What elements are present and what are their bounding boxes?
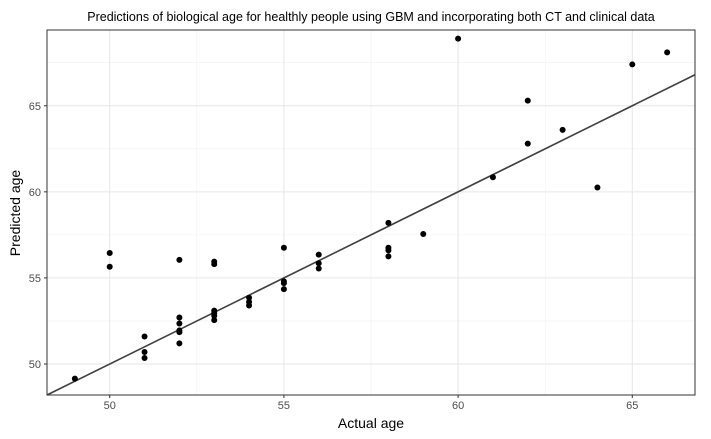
data-point [141, 348, 148, 355]
y-tick-label: 55 [29, 273, 41, 285]
data-point [106, 263, 113, 270]
data-point [559, 126, 566, 133]
data-point [315, 265, 322, 272]
x-axis-ticks: 50 55 60 65 [104, 395, 638, 412]
data-point [176, 256, 183, 263]
data-point [280, 286, 287, 293]
data-point [385, 219, 392, 226]
data-point [141, 354, 148, 361]
data-point [315, 251, 322, 258]
major-grid [47, 30, 695, 395]
chart-title: Predictions of biological age for health… [87, 10, 655, 24]
fit-line-layer [46, 74, 696, 396]
data-point [106, 249, 113, 256]
data-point [176, 314, 183, 321]
data-points [71, 35, 671, 382]
data-point [629, 61, 636, 68]
panel-border [46, 29, 696, 396]
x-axis-title: Actual age [338, 415, 404, 431]
data-point [455, 35, 462, 42]
data-point [420, 231, 427, 238]
data-point [176, 320, 183, 327]
data-point [524, 97, 531, 104]
minor-grid [47, 30, 695, 395]
data-point [141, 333, 148, 340]
data-point [246, 302, 253, 309]
fit-line [46, 74, 696, 396]
y-tick-label: 60 [29, 187, 41, 199]
data-point [211, 312, 218, 319]
data-point [71, 375, 78, 382]
data-point [280, 244, 287, 251]
data-point [176, 329, 183, 336]
x-tick-label: 55 [278, 400, 290, 412]
data-point [246, 294, 253, 301]
data-point [385, 253, 392, 260]
x-tick-label: 50 [104, 400, 116, 412]
data-point [489, 174, 496, 181]
x-tick-label: 60 [452, 400, 464, 412]
y-axis-ticks: 50 55 60 65 [29, 101, 47, 371]
data-point [280, 280, 287, 287]
data-point [176, 340, 183, 347]
y-tick-label: 50 [29, 359, 41, 371]
data-point [211, 261, 218, 268]
data-point [524, 140, 531, 147]
x-tick-label: 65 [626, 400, 638, 412]
data-point [315, 260, 322, 267]
y-axis-title: Predicted age [7, 170, 23, 257]
data-point [211, 317, 218, 324]
y-tick-label: 65 [29, 101, 41, 113]
data-point [385, 247, 392, 254]
data-point [594, 184, 601, 191]
data-point [664, 49, 671, 56]
